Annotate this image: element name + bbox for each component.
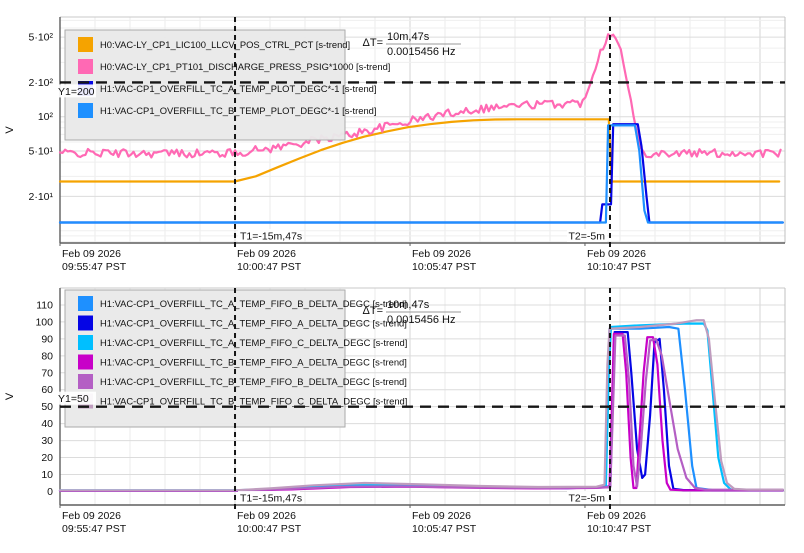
x-tick-label: 10:10:47 PST (587, 523, 652, 535)
delta-t-freq: 0.0015456 Hz (387, 46, 456, 58)
delta-t-prefix: ΔT= (363, 37, 384, 49)
legend-item-label: H1:VAC-CP1_OVERFILL_TC_B_TEMP_FIFO_B_DEL… (100, 376, 407, 387)
legend-swatch (78, 354, 93, 370)
x-tick-label: Feb 09 2026 (237, 248, 296, 260)
legend-item[interactable]: H1:VAC-CP1_OVERFILL_TC_B_TEMP_FIFO_B_DEL… (78, 374, 407, 389)
x-tick-label: Feb 09 2026 (587, 510, 646, 522)
legend-item-label: H1:VAC-CP1_OVERFILL_TC_B_TEMP_FIFO_A_DEL… (100, 357, 407, 368)
y-tick-label: 20 (41, 452, 53, 464)
y-tick-label: 5·10¹ (28, 146, 53, 158)
legend-item[interactable]: H1:VAC-CP1_OVERFILL_TC_A_TEMP_FIFO_C_DEL… (78, 335, 407, 350)
legend-item-label: H1:VAC-CP1_OVERFILL_TC_A_TEMP_FIFO_A_DEL… (100, 318, 407, 329)
x-tick-label: 09:55:47 PST (62, 523, 127, 535)
y-tick-label: 80 (41, 350, 53, 362)
legend-item-label: H0:VAC-LY_CP1_PT101_DISCHARGE_PRESS_PSIG… (100, 61, 390, 72)
y-axis-label: V (4, 126, 16, 134)
cursor-t1-label[interactable]: T1=-15m,47s (240, 493, 302, 505)
x-tick-label: Feb 09 2026 (237, 510, 296, 522)
delta-t-prefix: ΔT= (363, 305, 384, 317)
x-tick-label: Feb 09 2026 (62, 510, 121, 522)
y-tick-label: 90 (41, 333, 53, 345)
legend-swatch (78, 335, 93, 350)
delta-t-time: 10m,47s (387, 31, 430, 43)
series-line-0 (58, 118, 781, 183)
series-line-4 (58, 334, 784, 492)
series-line-3 (58, 124, 784, 224)
y-axis-label: V (4, 392, 16, 400)
y-tick-label: 70 (41, 367, 53, 379)
legend-item-label: H1:VAC-CP1_OVERFILL_TC_B_TEMP_FIFO_C_DEL… (100, 396, 407, 407)
x-tick-label: Feb 09 2026 (412, 248, 471, 260)
cursor-y1-label[interactable]: Y1=200 (58, 86, 95, 98)
legend-item[interactable]: H1:VAC-CP1_OVERFILL_TC_B_TEMP_FIFO_A_DEL… (78, 354, 407, 370)
legend-item[interactable]: H1:VAC-CP1_OVERFILL_TC_A_TEMP_FIFO_B_DEL… (78, 296, 407, 311)
delta-t-time: 10m,47s (387, 299, 430, 311)
cursor-y1-label[interactable]: Y1=50 (58, 393, 89, 405)
y-tick-label: 10 (41, 469, 53, 481)
legend: H1:VAC-CP1_OVERFILL_TC_A_TEMP_FIFO_B_DEL… (64, 289, 407, 428)
x-tick-label: 10:10:47 PST (587, 261, 652, 273)
y-tick-label: 60 (41, 384, 53, 396)
y-tick-label: 2·10¹ (28, 191, 53, 203)
legend-item-label: H1:VAC-CP1_OVERFILL_TC_A_TEMP_FIFO_C_DEL… (100, 337, 407, 348)
cursor-t2-label[interactable]: T2=-5m (569, 231, 606, 243)
x-tick-label: 09:55:47 PST (62, 261, 127, 273)
y-tick-label: 30 (41, 435, 53, 447)
y-tick-label: 5·10² (28, 32, 53, 44)
legend-swatch (78, 37, 93, 52)
series-line-2 (58, 322, 784, 492)
y-tick-label: 100 (35, 316, 53, 328)
y-tick-label: 2·10² (28, 77, 53, 89)
x-tick-label: Feb 09 2026 (587, 248, 646, 260)
y-tick-label: 10² (38, 111, 54, 123)
x-tick-label: 10:05:47 PST (412, 261, 477, 273)
legend-item[interactable]: H0:VAC-LY_CP1_LIC100_LLCV_POS_CTRL_PCT [… (78, 37, 350, 52)
series-line-2 (58, 123, 784, 224)
legend-item-label: H1:VAC-CP1_OVERFILL_TC_A_TEMP_FIFO_B_DEL… (100, 298, 407, 309)
delta-t-readout: ΔT= 10m,47s 0.0015456 Hz (363, 299, 461, 326)
legend-item[interactable]: H0:VAC-LY_CP1_PT101_DISCHARGE_PRESS_PSIG… (78, 59, 390, 74)
x-tick-label: Feb 09 2026 (412, 510, 471, 522)
legend-swatch (78, 103, 93, 118)
legend-swatch (78, 59, 93, 74)
legend-item[interactable]: H1:VAC-CP1_OVERFILL_TC_A_TEMP_FIFO_A_DEL… (78, 315, 407, 331)
y-tick-label: 0 (47, 486, 53, 498)
cursor-t1-label[interactable]: T1=-15m,47s (240, 231, 302, 243)
delta-t-readout: ΔT= 10m,47s 0.0015456 Hz (363, 31, 461, 58)
x-tick-label: 10:00:47 PST (237, 261, 302, 273)
legend-item-label: H1:VAC-CP1_OVERFILL_TC_A_TEMP_PLOT_DEGC*… (100, 83, 376, 94)
cursor-t2-label[interactable]: T2=-5m (569, 493, 606, 505)
x-tick-label: 10:05:47 PST (412, 523, 477, 535)
legend: H0:VAC-LY_CP1_LIC100_LLCV_POS_CTRL_PCT [… (64, 29, 390, 141)
legend-item-label: H1:VAC-CP1_OVERFILL_TC_B_TEMP_PLOT_DEGC*… (100, 105, 376, 116)
legend-swatch (78, 374, 93, 389)
y-tick-label: 110 (36, 299, 53, 311)
x-tick-label: 10:00:47 PST (237, 523, 302, 535)
y-tick-label: 40 (41, 418, 53, 430)
legend-swatch (78, 315, 93, 331)
x-tick-label: Feb 09 2026 (62, 248, 121, 260)
legend-item-label: H0:VAC-LY_CP1_LIC100_LLCV_POS_CTRL_PCT [… (100, 39, 350, 50)
legend-swatch (78, 296, 93, 311)
y-tick-label: 50 (41, 401, 53, 413)
delta-t-freq: 0.0015456 Hz (387, 314, 456, 326)
legend-item[interactable]: H1:VAC-CP1_OVERFILL_TC_B_TEMP_PLOT_DEGC*… (78, 103, 376, 118)
series-line-1 (58, 33, 782, 159)
